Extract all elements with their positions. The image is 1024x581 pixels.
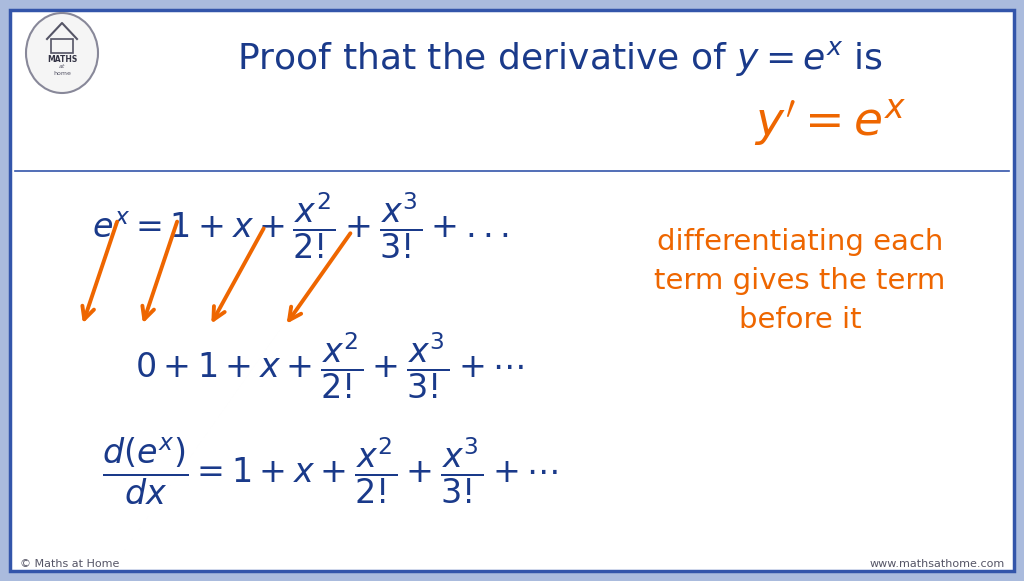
Text: MATHS: MATHS bbox=[47, 55, 77, 63]
Text: differentiating each
term gives the term
before it: differentiating each term gives the term… bbox=[654, 228, 946, 334]
Text: www.mathsathome.com: www.mathsathome.com bbox=[869, 559, 1005, 569]
Text: $0 + 1 + x + \dfrac{x^2}{2!}+\dfrac{x^3}{3!} + \cdots$: $0 + 1 + x + \dfrac{x^2}{2!}+\dfrac{x^3}… bbox=[135, 331, 524, 401]
Text: at: at bbox=[58, 64, 66, 70]
Text: $e^x = 1 + x + \dfrac{x^2}{2!}+\dfrac{x^3}{3!}+...$: $e^x = 1 + x + \dfrac{x^2}{2!}+\dfrac{x^… bbox=[92, 191, 508, 261]
Text: $y' = e^x$: $y' = e^x$ bbox=[754, 98, 906, 149]
Text: home: home bbox=[53, 71, 71, 77]
Text: © Maths at Home: © Maths at Home bbox=[20, 559, 120, 569]
Text: Proof that the derivative of $y = e^x$ is: Proof that the derivative of $y = e^x$ i… bbox=[237, 40, 883, 78]
Bar bbox=[51, 39, 73, 53]
FancyBboxPatch shape bbox=[10, 10, 1014, 571]
FancyBboxPatch shape bbox=[3, 3, 1021, 578]
Text: $\dfrac{d(e^x)}{dx} = 1 + x + \dfrac{x^2}{2!}+\dfrac{x^3}{3!} + \cdots$: $\dfrac{d(e^x)}{dx} = 1 + x + \dfrac{x^2… bbox=[102, 435, 558, 507]
Ellipse shape bbox=[26, 13, 98, 93]
